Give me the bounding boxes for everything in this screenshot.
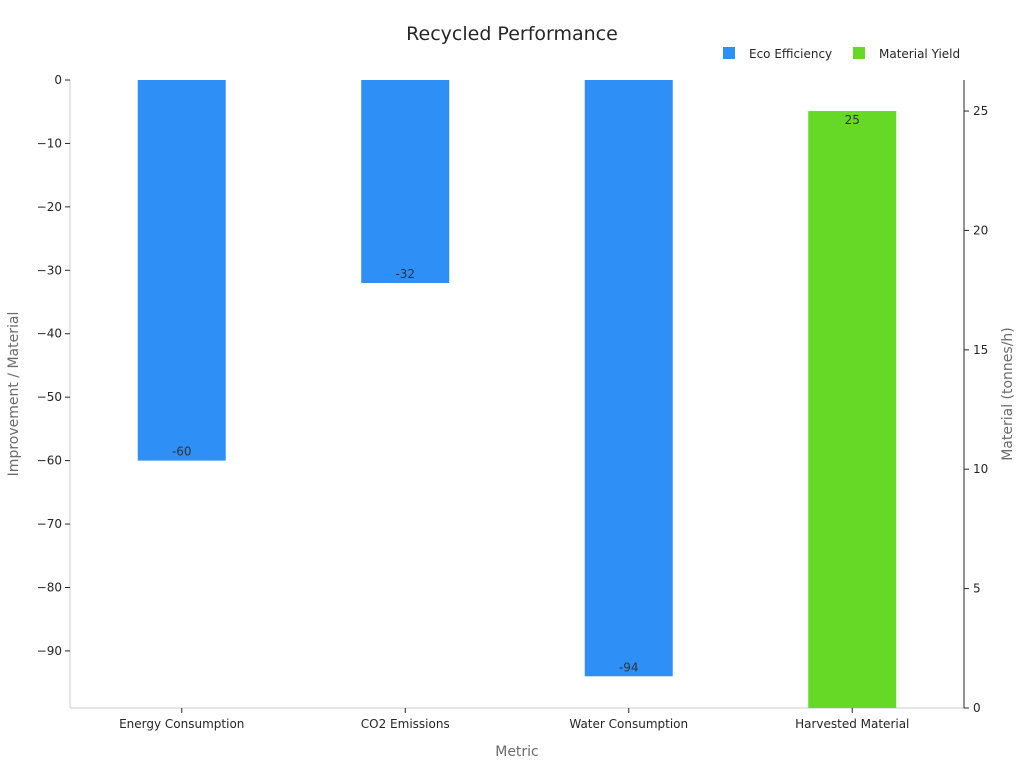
y2-tick-label: 5	[973, 582, 981, 596]
data-label: -60	[172, 445, 192, 459]
y-tick-label: −60	[37, 454, 62, 468]
chart-title: Recycled Performance	[406, 23, 618, 45]
bar-eco-efficiency-energy-consumption	[137, 80, 226, 461]
legend-label-eco-efficiency: Eco Efficiency	[749, 47, 832, 61]
y-tick-label: −20	[37, 200, 62, 214]
y2-tick-label: 15	[973, 343, 988, 357]
y-tick-label: −80	[37, 580, 62, 594]
x-axis-label: Metric	[495, 744, 539, 760]
x-tick-label: Water Consumption	[569, 717, 688, 731]
x-tick-label: CO2 Emissions	[361, 717, 450, 731]
plot-area: 0 −10 −20 −30 −40 −50 −60 −70 −80 −90 0 5 10 15 20 25 En…	[37, 73, 989, 731]
y-tick-label: −30	[37, 263, 62, 277]
y-axis-label: Improvement / Material	[6, 312, 22, 477]
y-tick-label: −40	[37, 327, 62, 341]
y-tick-label: −10	[37, 136, 62, 150]
y-tick-label: −90	[37, 644, 62, 658]
y-tick-label: −50	[37, 390, 62, 404]
y2-axis-label: Material (tonnes/h)	[1000, 327, 1016, 461]
legend: Eco Efficiency Material Yield	[723, 47, 960, 61]
data-label: -32	[395, 267, 415, 281]
bar-eco-efficiency-water-consumption	[584, 80, 673, 677]
x-tick-label: Energy Consumption	[119, 717, 244, 731]
x-tick-label: Harvested Material	[795, 717, 909, 731]
data-label: 25	[845, 113, 860, 127]
y2-tick-label: 25	[973, 104, 988, 118]
bar-material-yield-harvested-material	[808, 111, 897, 709]
y-tick-label: 0	[54, 73, 62, 87]
y2-tick-label: 10	[973, 462, 988, 476]
y2-tick-label: 20	[973, 223, 988, 237]
legend-swatch-eco-efficiency	[723, 47, 735, 59]
data-label: -94	[619, 660, 639, 674]
legend-swatch-material-yield	[853, 47, 865, 59]
bar-eco-efficiency-co2-emissions	[361, 80, 450, 283]
legend-label-material-yield: Material Yield	[879, 47, 960, 61]
y2-tick-label: 0	[973, 701, 981, 715]
y-tick-label: −70	[37, 517, 62, 531]
